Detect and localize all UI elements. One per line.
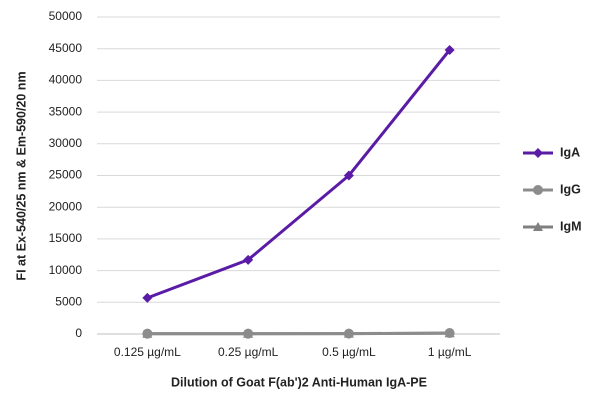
y-tick-label: 5000 (55, 294, 82, 308)
x-tick-label: 0.25 µg/mL (218, 345, 279, 359)
data-point (142, 328, 153, 339)
x-axis-title: Dilution of Goat F(ab')2 Anti-Human IgA-… (171, 375, 427, 389)
data-point (243, 254, 254, 265)
data-point (343, 328, 354, 339)
legend-marker (533, 148, 543, 158)
series-line (146, 49, 451, 300)
data-point (142, 292, 153, 303)
y-tick-label: 10000 (49, 263, 83, 277)
legend-label: IgG (560, 182, 581, 196)
x-tick-label: 0.125 µg/mL (114, 345, 181, 359)
data-point (444, 328, 455, 339)
y-tick-label: 30000 (49, 136, 83, 150)
y-tick-label: 40000 (49, 73, 83, 87)
y-tick-label: 0 (75, 326, 82, 340)
legend-label: IgM (560, 219, 582, 233)
x-tick-label: 0.5 µg/mL (322, 345, 376, 359)
legend-label: IgA (560, 145, 580, 159)
y-tick-label: 20000 (49, 199, 83, 213)
y-tick-label: 35000 (49, 104, 83, 118)
legend-marker (533, 222, 543, 231)
data-point (444, 44, 455, 55)
data-point (243, 328, 254, 339)
y-tick-label: 45000 (49, 41, 83, 55)
legend-marker (533, 185, 543, 195)
series-line (147, 331, 450, 336)
x-tick-label: 1 µg/mL (428, 345, 472, 359)
y-axis-title: FI at Ex-540/25 nm & Em-590/20 nm (14, 71, 28, 280)
y-tick-label: 15000 (49, 231, 83, 245)
data-point (343, 170, 354, 181)
y-tick-label: 50000 (49, 9, 83, 23)
y-tick-label: 25000 (49, 168, 83, 182)
